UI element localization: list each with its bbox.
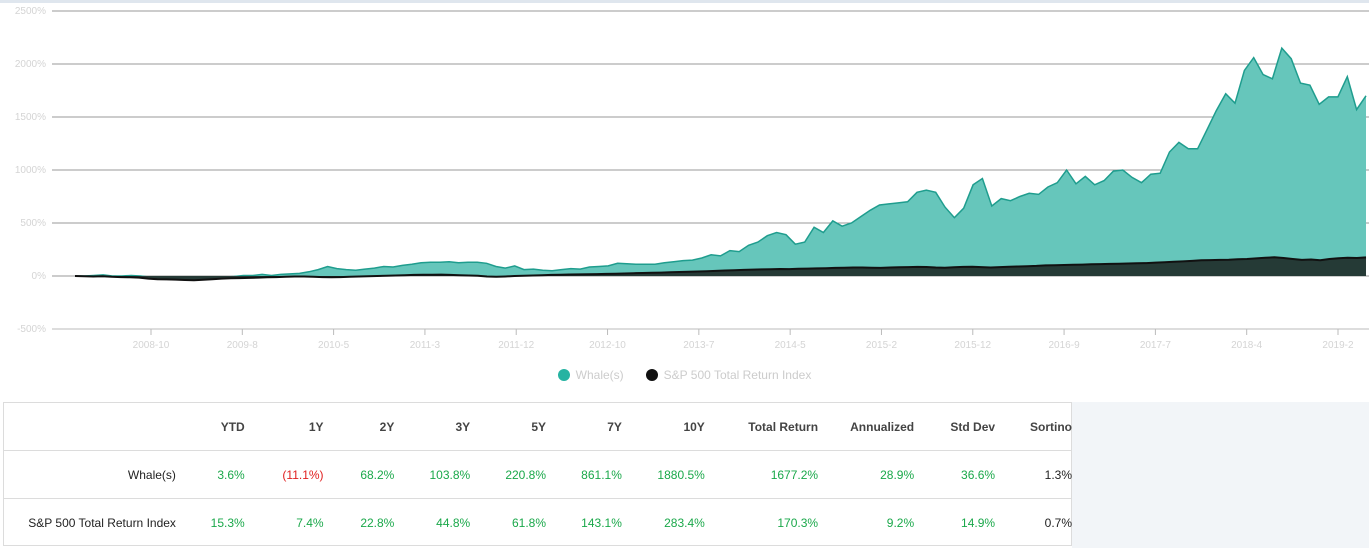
legend-label-sp500: S&P 500 Total Return Index [663,368,812,382]
table-cell: 7.4% [296,515,324,530]
header-cell: Annualized [818,403,915,451]
x-tick-label: 2013-7 [683,340,715,351]
x-tick-label: 2010-5 [318,340,350,351]
top-border [0,0,1369,3]
y-tick-label: -500% [17,324,46,335]
x-tick-label: 2009-8 [227,340,259,351]
header-cell: Std Dev [914,403,996,451]
x-tick-label: 2015-2 [866,340,898,351]
table-cell: 22.8% [360,515,395,530]
table-cell: 1.3% [995,450,1072,499]
y-tick-label: 2000% [15,59,46,70]
table-cell: 36.6% [914,450,996,499]
x-tick-label: 2017-7 [1140,340,1172,351]
series-line-0 [75,46,1367,280]
table-cell: 143.1% [581,515,622,530]
table-header-row: YTD 1Y 2Y 3Y 5Y 7Y 10Y Total Return Annu… [4,403,1072,451]
y-tick-label: 500% [20,218,46,229]
table-cell: 170.3% [777,515,819,530]
x-tick-label: 2011-3 [410,340,441,351]
chart-legend: Whale(s) S&P 500 Total Return Index [0,364,1369,386]
table-cell: 28.9% [818,450,915,499]
table-cell: 283.4% [664,515,705,530]
series-line-1 [74,256,1367,282]
y-axis-ticks: -500% 0% 500% 1000% 1500% 2000% 2500% [15,6,46,335]
x-tick-label: 2018-4 [1231,340,1263,351]
y-tick-label: 1000% [15,165,46,176]
table-row: Whale(s) 3.6% (11.1%) 68.2% 103.8% 220.8% 861.… [4,450,1072,499]
header-cell: Total Return [704,403,819,451]
legend-dot-sp500 [645,369,658,381]
table-cell: (11.1%) [244,450,324,499]
table-cell: 3.6% [175,450,245,499]
legend-label-whales: Whale(s) [575,368,624,382]
table-cell: 103.8% [394,450,471,499]
legend-item-whales[interactable]: Whale(s) [557,368,624,382]
table-cell: 61.8% [512,515,547,530]
y-tick-label: 0% [32,271,47,282]
header-cell: YTD [175,403,245,451]
area-layer [74,46,1367,282]
header-cell [4,403,176,451]
table-cell: 68.2% [323,450,395,499]
series-area-1 [75,257,1366,281]
row-label: S&P 500 Total Return Index [28,515,176,530]
returns-area-chart: -500%0%500%1000%1500%2000%2500% 2008-10 2… [15,6,1369,351]
header-cell: 1Y [244,403,324,451]
y-tick-label: 2500% [15,6,46,17]
header-cell: 7Y [546,403,622,451]
header-cell: 5Y [470,403,547,451]
x-tick-label: 2019-2 [1322,340,1354,351]
performance-table-container: YTD 1Y 2Y 3Y 5Y 7Y 10Y Total Return Annu… [3,402,1072,546]
side-panel [1072,402,1369,548]
x-axis-ticks: 2008-10 2009-8 2010-5 2011-3 2011-12 2012-10 2… [133,329,1354,351]
x-tick-label: 2014-5 [775,340,807,351]
legend-item-sp500[interactable]: S&P 500 Total Return Index [645,368,812,382]
table-cell: 1677.2% [704,450,819,499]
table-row: S&P 500 Total Return Index 15.3% 7.4% 22.8%… [4,499,1072,547]
performance-table: YTD 1Y 2Y 3Y 5Y 7Y 10Y Total Return Annu… [4,403,1072,546]
y-tick-label: 1500% [15,112,46,123]
table-cell: 0.7% [1044,515,1072,530]
header-cell: Sortino [995,403,1072,451]
header-cell: 10Y [621,403,705,451]
table-cell: 14.9% [961,515,996,530]
table-cell: 15.3% [210,515,245,530]
table-cell: 861.1% [546,450,622,499]
table-cell: 220.8% [470,450,547,499]
x-tick-label: 2008-10 [133,340,170,351]
x-tick-label: 2015-12 [954,340,991,351]
x-tick-label: 2012-10 [589,340,626,351]
table-cell: 1880.5% [621,450,705,499]
table-cell: 44.8% [436,515,471,530]
x-tick-label: 2011-12 [498,340,534,351]
table-cell: 9.2% [886,515,915,530]
row-label: Whale(s) [4,450,176,499]
x-tick-label: 2016-9 [1049,340,1081,351]
legend-dot-whales [557,369,570,381]
header-cell: 3Y [394,403,471,451]
series-area-0 [75,48,1366,279]
header-cell: 2Y [323,403,395,451]
